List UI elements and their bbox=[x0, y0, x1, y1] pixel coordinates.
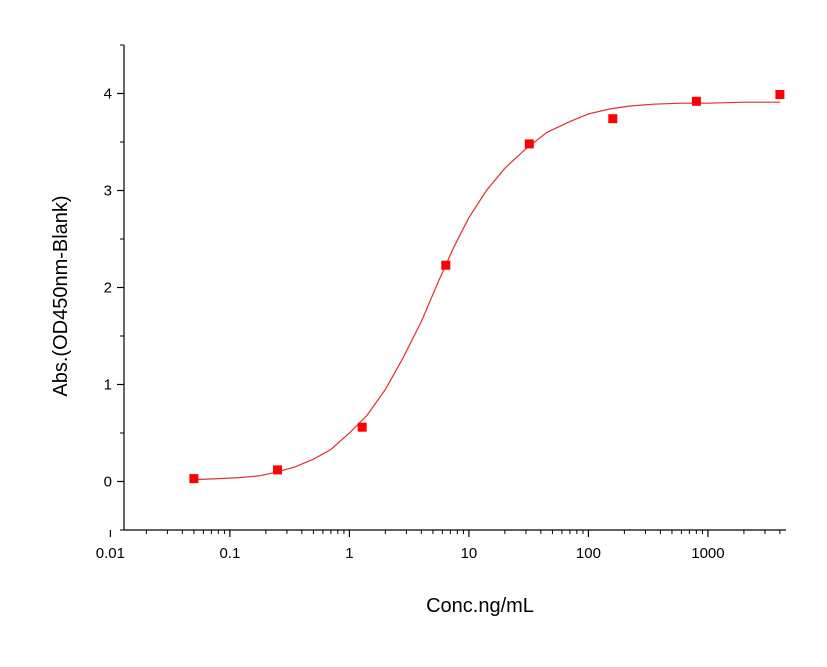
y-tick-label: 0 bbox=[104, 474, 112, 491]
y-tick-label: 4 bbox=[104, 86, 112, 103]
y-tick-label: 3 bbox=[104, 183, 112, 200]
y-axis-title: Abs.(OD450nm-Blank) bbox=[50, 195, 72, 396]
y-tick-label: 2 bbox=[104, 280, 112, 297]
data-point bbox=[357, 422, 367, 432]
data-point bbox=[441, 260, 451, 270]
x-tick-label: 10 bbox=[461, 545, 478, 562]
data-point bbox=[608, 114, 618, 124]
fit-curve bbox=[193, 101, 780, 481]
data-points-layer bbox=[189, 90, 785, 484]
data-point bbox=[273, 465, 282, 475]
x-tick-label: 1000 bbox=[691, 545, 724, 562]
data-point bbox=[524, 139, 534, 149]
axes: 0.01 0.1 1 10 100 1000 0 1 2 3 4 bbox=[96, 44, 786, 562]
x-tick-label: 0.01 bbox=[96, 545, 125, 562]
fit-curve-layer bbox=[193, 101, 780, 481]
x-axis-title: Conc.ng/mL bbox=[426, 595, 534, 617]
x-tick-label: 100 bbox=[576, 545, 601, 562]
x-tick-label: 1 bbox=[345, 545, 353, 562]
x-tick-label: 0.1 bbox=[219, 545, 240, 562]
y-tick-label: 1 bbox=[104, 377, 112, 394]
data-point bbox=[775, 90, 785, 99]
data-point bbox=[691, 96, 701, 106]
data-point bbox=[189, 474, 199, 484]
